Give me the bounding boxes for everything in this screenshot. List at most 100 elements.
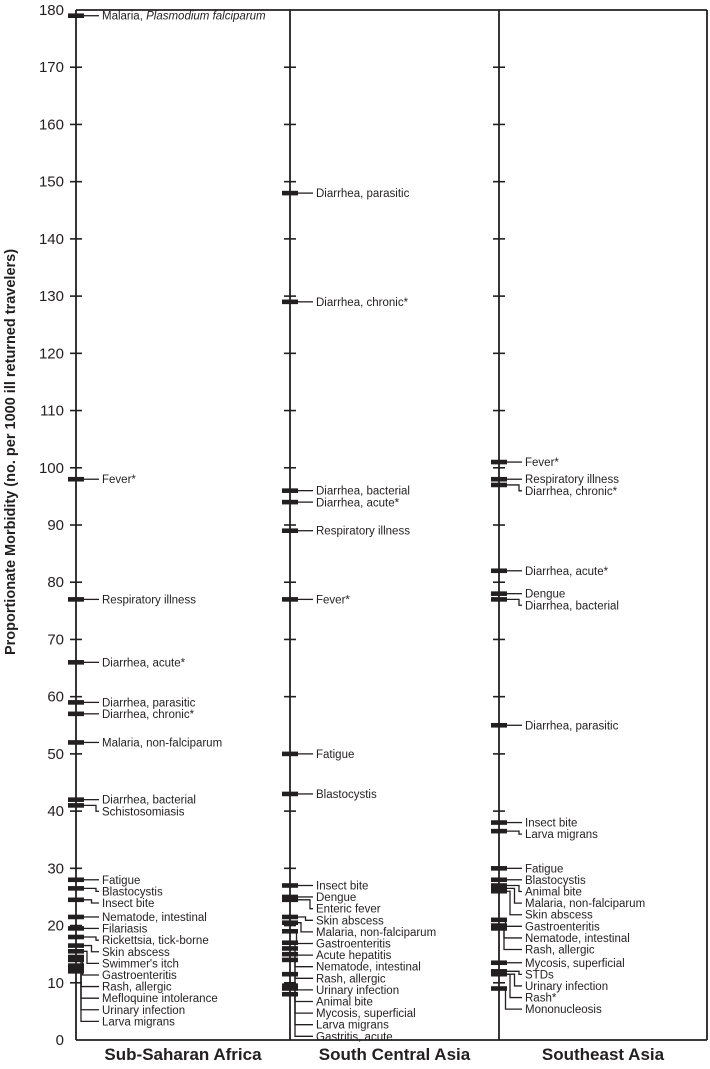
mark-south-central-asia-fatigue — [282, 751, 298, 757]
label-south-central-asia-fever: Fever* — [316, 594, 350, 606]
label-sub-saharan-africa-rickettsia-tick-borne: Rickettsia, tick-borne — [102, 935, 209, 947]
label-sub-saharan-africa-respiratory-illness: Respiratory illness — [102, 594, 196, 606]
mark-sub-saharan-africa-malaria-non-falciparum — [68, 740, 84, 745]
label-sub-saharan-africa-filariasis: Filariasis — [102, 924, 148, 936]
mark-south-central-asia-diarrhea-acute — [282, 499, 298, 505]
label-sub-saharan-africa-rash-allergic: Rash, allergic — [102, 982, 172, 994]
label-southeast-asia-insect-bite: Insect bite — [525, 818, 577, 830]
mark-southeast-asia-dengue — [491, 591, 507, 596]
label-sub-saharan-africa-fever: Fever* — [102, 474, 136, 486]
label-southeast-asia-stds: STDs — [525, 969, 554, 981]
y-tick-label-140: 140 — [39, 231, 64, 248]
label-sub-saharan-africa-skin-abscess: Skin abscess — [102, 947, 170, 959]
label-southeast-asia-respiratory-illness: Respiratory illness — [525, 474, 619, 486]
label-south-central-asia-diarrhea-chronic: Diarrhea, chronic* — [316, 297, 409, 309]
y-axis-tick-labels: 0 10 20 30 40 50 60 70 80 90 100 110 120 130 140 150 160… — [39, 2, 64, 1049]
y-tick-label-170: 170 — [39, 59, 64, 76]
leader-southeast-asia-skin-abscess — [499, 890, 522, 916]
mark-sub-saharan-africa-fever — [68, 476, 84, 482]
label-south-central-asia-diarrhea-parasitic: Diarrhea, parasitic — [316, 188, 410, 200]
label-southeast-asia-blastocystis: Blastocystis — [525, 875, 586, 887]
leader-southeast-asia-rash — [499, 973, 522, 999]
label-southeast-asia-rash-allergic: Rash, allergic — [525, 945, 595, 957]
label-southeast-asia-rash: Rash* — [525, 993, 557, 1005]
label-south-central-asia-diarrhea-acute: Diarrhea, acute* — [316, 497, 400, 509]
leader-sub-saharan-africa-larva-migrans — [76, 970, 99, 1023]
mark-south-central-asia-diarrhea-parasitic — [282, 190, 298, 196]
leader-south-central-asia-nematode-intestinal — [290, 947, 313, 968]
y-tick-label-90: 90 — [47, 517, 64, 534]
label-sub-saharan-africa-fatigue: Fatigue — [102, 875, 140, 887]
mark-sub-saharan-africa-diarrhea-chronic — [68, 711, 84, 717]
label-sub-saharan-africa-gastroenteritis: Gastroenteritis — [102, 970, 177, 982]
mark-south-central-asia-diarrhea-bacterial — [282, 488, 298, 493]
label-southeast-asia-malaria-non-falciparum: Malaria, non-falciparum — [525, 898, 645, 910]
leader-southeast-asia-animal-bite — [499, 884, 522, 893]
label-southeast-asia-mycosis-superficial: Mycosis, superficial — [525, 958, 625, 970]
label-south-central-asia-diarrhea-bacterial: Diarrhea, bacterial — [316, 486, 410, 498]
label-southeast-asia-mononucleosis: Mononucleosis — [525, 1004, 602, 1016]
leader-southeast-asia-gastroenteritis — [499, 919, 522, 927]
panel-sub-saharan-africa: Malaria, Plasmodium falciparum Fever* Resp… — [68, 10, 266, 1064]
y-tick-label-180: 180 — [39, 2, 64, 19]
leader-sub-saharan-africa-insect-bite — [76, 899, 99, 904]
y-tick-label-10: 10 — [47, 975, 64, 992]
label-south-central-asia-fatigue: Fatigue — [316, 749, 354, 761]
label-southeast-asia-fever: Fever* — [525, 457, 559, 469]
leader-south-central-asia-skin-abscess — [290, 916, 313, 921]
label-southeast-asia-dengue: Dengue — [525, 589, 565, 601]
label-sub-saharan-africa-diarrhea-parasitic: Diarrhea, parasitic — [102, 697, 196, 709]
plot-frame — [76, 9, 708, 1041]
mark-southeast-asia-respiratory-illness — [491, 476, 507, 482]
label-southeast-asia-diarrhea-chronic: Diarrhea, chronic* — [525, 486, 618, 498]
label-southeast-asia-animal-bite: Animal bite — [525, 887, 582, 899]
label-sub-saharan-africa-malaria-non-falciparum: Malaria, non-falciparum — [102, 737, 222, 749]
leader-southeast-asia-diarrhea-bacterial — [499, 598, 522, 606]
label-south-central-asia-nematode-intestinal: Nematode, intestinal — [316, 962, 421, 974]
mark-sub-saharan-africa-diarrhea-parasitic — [68, 700, 84, 705]
label-southeast-asia-nematode-intestinal: Nematode, intestinal — [525, 933, 630, 945]
label-south-central-asia-gastritis-acute: Gastritis, acute — [316, 1031, 393, 1043]
mark-southeast-asia-fever — [491, 459, 507, 465]
label-south-central-asia-acute-hepatitis: Acute hepatitis — [316, 950, 392, 962]
label-southeast-asia-larva-migrans: Larva migrans — [525, 829, 598, 841]
leader-sub-saharan-africa-skin-abscess — [76, 944, 99, 953]
label-sub-saharan-africa-urinary-infection: Urinary infection — [102, 1005, 185, 1017]
label-south-central-asia-malaria-non-falciparum: Malaria, non-falciparum — [316, 927, 436, 939]
leader-sub-saharan-africa-rickettsia-tick-borne — [76, 936, 99, 941]
label-south-central-asia-blastocystis: Blastocystis — [316, 789, 377, 801]
leader-sub-saharan-africa-swimmer-s-itch — [76, 950, 99, 965]
y-tick-label-20: 20 — [47, 918, 64, 935]
mark-sub-saharan-africa-fatigue — [68, 877, 84, 883]
region-label-sub-saharan-africa: Sub-Saharan Africa — [104, 1045, 262, 1064]
mark-southeast-asia-diarrhea-parasitic — [491, 722, 507, 728]
mark-southeast-asia-diarrhea-acute — [491, 568, 507, 574]
y-tick-label-120: 120 — [39, 345, 64, 362]
label-southeast-asia-diarrhea-acute: Diarrhea, acute* — [525, 566, 609, 578]
label-south-central-asia-enteric-fever: Enteric fever — [316, 904, 381, 916]
label-sub-saharan-africa-diarrhea-chronic: Diarrhea, chronic* — [102, 709, 195, 721]
label-sub-saharan-africa-schistosomiasis: Schistosomiasis — [102, 806, 185, 818]
label-south-central-asia-gastroenteritis: Gastroenteritis — [316, 939, 391, 951]
label-sub-saharan-africa-swimmer-s-itch: Swimmer's itch — [102, 958, 179, 970]
label-southeast-asia-skin-abscess: Skin abscess — [525, 910, 593, 922]
y-tick-label-60: 60 — [47, 689, 64, 706]
leader-south-central-asia-gastritis-acute — [290, 993, 313, 1037]
mark-sub-saharan-africa-nematode-intestinal — [68, 914, 84, 920]
mark-sub-saharan-africa-filariasis — [68, 926, 84, 931]
label-sub-saharan-africa-malaria-plasmodium-falciparum: Malaria, Plasmodium falciparum — [102, 11, 266, 23]
mark-southeast-asia-blastocystis — [491, 877, 507, 883]
leader-south-central-asia-malaria-non-falciparum — [290, 922, 313, 933]
y-tick-label-80: 80 — [47, 574, 64, 591]
leader-southeast-asia-stds — [499, 970, 522, 975]
mark-sub-saharan-africa-malaria-plasmodium-falciparum — [68, 13, 84, 19]
label-sub-saharan-africa-insect-bite: Insect bite — [102, 898, 154, 910]
label-south-central-asia-urinary-infection: Urinary infection — [316, 985, 399, 997]
mark-southeast-asia-mycosis-superficial — [491, 960, 507, 966]
y-tick-label-0: 0 — [56, 1032, 64, 1049]
label-south-central-asia-rash-allergic: Rash, allergic — [316, 973, 386, 985]
label-sub-saharan-africa-diarrhea-acute: Diarrhea, acute* — [102, 657, 186, 669]
region-label-south-central-asia: South Central Asia — [319, 1045, 471, 1064]
